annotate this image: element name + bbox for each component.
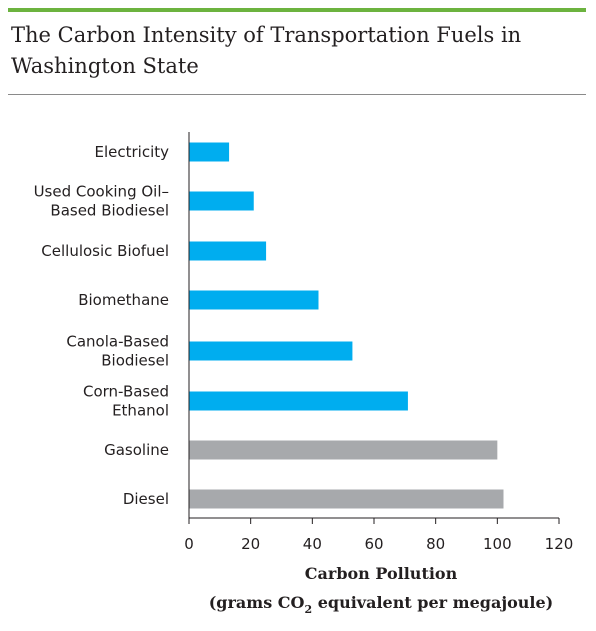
bar [189, 341, 353, 361]
bar [189, 142, 230, 162]
x-tick-label: 40 [303, 535, 322, 553]
category-label: Gasoline [104, 441, 169, 459]
bar [189, 391, 408, 411]
x-tick-label: 80 [426, 535, 445, 553]
category-label: Used Cooking Oil– Based Biodiesel [34, 183, 169, 220]
bar [189, 290, 319, 310]
bar [189, 191, 254, 211]
x-tick-label: 0 [184, 535, 194, 553]
x-tick-label: 60 [364, 535, 383, 553]
title-divider [8, 94, 586, 95]
top-accent-bar [8, 8, 586, 12]
category-label: Biomethane [78, 291, 169, 309]
category-label: Diesel [123, 490, 169, 508]
x-axis-title: Carbon Pollution [305, 564, 458, 583]
chart-title: The Carbon Intensity of Transportation F… [11, 23, 522, 78]
x-tick-label: 120 [545, 535, 574, 553]
category-label: Corn-Based Ethanol [83, 383, 169, 420]
bar [189, 440, 498, 460]
category-label: Electricity [94, 143, 169, 161]
bar [189, 489, 504, 509]
category-label: Canola-Based Biodiesel [66, 333, 169, 370]
x-axis-subtitle: (grams CO2 equivalent per megajoule) [209, 593, 554, 616]
x-tick-label: 20 [241, 535, 260, 553]
x-tick-label: 100 [483, 535, 512, 553]
bar [189, 241, 267, 261]
category-label: Cellulosic Biofuel [41, 242, 169, 260]
